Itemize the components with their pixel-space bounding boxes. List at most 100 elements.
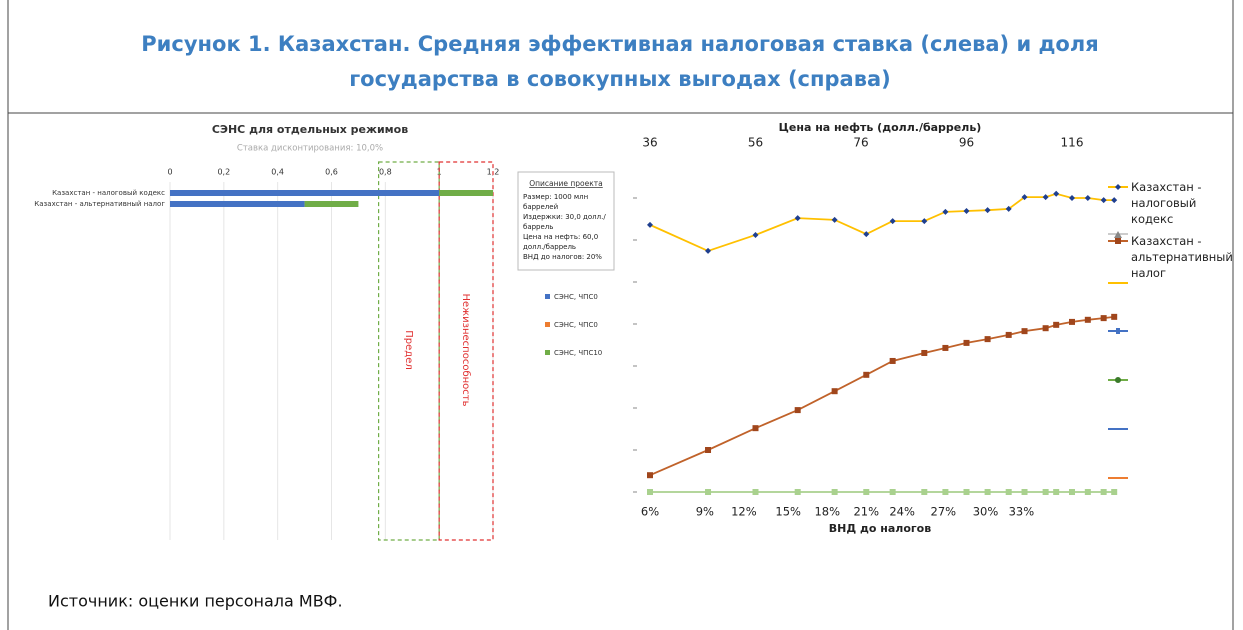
point bbox=[1053, 190, 1060, 197]
x-tick-label: 0,8 bbox=[379, 168, 392, 177]
legend-marker bbox=[1115, 238, 1121, 244]
point bbox=[1100, 315, 1107, 322]
point bbox=[1069, 318, 1075, 325]
point bbox=[1042, 194, 1049, 201]
y-tick-label: Казахстан - альтернативный налог bbox=[34, 200, 165, 208]
top-axis-title: Цена на нефть (долл./баррель) bbox=[779, 121, 982, 134]
point bbox=[1111, 197, 1118, 204]
x-tick-label: 0,6 bbox=[325, 168, 338, 177]
point bbox=[863, 371, 870, 378]
bar-segment bbox=[304, 201, 359, 207]
info-box bbox=[517, 171, 615, 271]
point bbox=[863, 489, 870, 495]
point bbox=[1042, 489, 1049, 495]
point bbox=[705, 447, 712, 453]
legend-label: СЭНС, ЧПС10 bbox=[554, 349, 602, 357]
bottom-tick-label: 33% bbox=[1009, 505, 1035, 519]
legend-marker bbox=[1115, 184, 1121, 190]
top-tick-label: 96 bbox=[959, 136, 974, 150]
point bbox=[984, 336, 991, 343]
point bbox=[831, 216, 838, 223]
point bbox=[863, 231, 870, 238]
zone-band bbox=[378, 161, 440, 541]
bar-segment bbox=[170, 201, 305, 207]
legend-swatch bbox=[545, 322, 550, 327]
legend-label: СЭНС, ЧПС0 bbox=[554, 321, 598, 329]
point bbox=[752, 425, 759, 432]
point bbox=[1100, 489, 1107, 495]
point bbox=[752, 231, 759, 238]
point bbox=[1005, 205, 1012, 212]
bottom-tick-label: 21% bbox=[853, 505, 879, 519]
legend-label: Казахстан - налоговый кодекс bbox=[1131, 180, 1202, 226]
info-line: Издержки: 30,0 долл./баррель bbox=[523, 213, 606, 231]
chart-title: СЭНС для отдельных режимов bbox=[212, 123, 408, 136]
bottom-tick-label: 6% bbox=[641, 505, 659, 519]
point bbox=[889, 218, 896, 225]
figure-title: Рисунок 1. Казахстан. Средняя эффективна… bbox=[141, 32, 1098, 56]
bottom-tick-label: 18% bbox=[814, 505, 840, 519]
legend-swatch bbox=[545, 294, 550, 299]
point bbox=[1111, 489, 1118, 495]
series-line bbox=[649, 192, 1115, 252]
legend-extra-markers bbox=[1108, 231, 1128, 479]
point bbox=[921, 489, 928, 495]
info-line: Размер: 1000 млн баррелей bbox=[523, 193, 589, 211]
point bbox=[1005, 489, 1012, 495]
point bbox=[984, 489, 991, 495]
point bbox=[705, 489, 712, 495]
point bbox=[705, 247, 712, 254]
point bbox=[921, 349, 928, 356]
bottom-tick-label: 27% bbox=[931, 505, 957, 519]
point bbox=[1069, 489, 1075, 495]
series-line bbox=[649, 315, 1115, 477]
legend-label: Казахстан - альтернативный налог bbox=[1131, 234, 1232, 280]
point bbox=[1021, 328, 1028, 335]
point bbox=[942, 208, 949, 215]
info-line: ВНД до налогов: 20% bbox=[523, 253, 602, 261]
point bbox=[1069, 195, 1075, 201]
point bbox=[889, 357, 896, 364]
point bbox=[794, 215, 801, 222]
point bbox=[1005, 331, 1012, 338]
point bbox=[963, 339, 970, 346]
point bbox=[1084, 316, 1091, 323]
point bbox=[942, 489, 949, 495]
bottom-tick-label: 24% bbox=[889, 505, 915, 519]
top-tick-label: 76 bbox=[853, 136, 868, 150]
bottom-tick-label: 9% bbox=[696, 505, 714, 519]
zone-label: Нежизнеспособность bbox=[460, 293, 471, 406]
point bbox=[1084, 489, 1091, 495]
point bbox=[1042, 325, 1049, 332]
zone-band bbox=[438, 161, 494, 541]
info-line: Цена на нефть: 60,0 долл./баррель bbox=[523, 233, 599, 251]
x-tick-label: 0,4 bbox=[271, 168, 284, 177]
point bbox=[752, 489, 759, 495]
figure-title: государства в совокупных выгодах (справа… bbox=[349, 67, 891, 91]
point bbox=[1021, 489, 1028, 495]
point bbox=[647, 221, 653, 228]
point bbox=[794, 489, 801, 495]
bottom-tick-label: 15% bbox=[775, 505, 801, 519]
x-tick-label: 0 bbox=[167, 168, 172, 177]
top-tick-label: 116 bbox=[1061, 136, 1084, 150]
point bbox=[647, 472, 653, 479]
point bbox=[831, 489, 838, 495]
x-tick-label: 0,2 bbox=[217, 168, 230, 177]
top-tick-label: 56 bbox=[748, 136, 763, 150]
chart-subtitle: Ставка дисконтирования: 10,0% bbox=[237, 144, 383, 154]
source-note: Источник: оценки персонала МВФ. bbox=[48, 592, 343, 611]
bar-segment bbox=[170, 190, 440, 196]
point bbox=[963, 208, 970, 215]
point bbox=[794, 407, 801, 414]
point bbox=[963, 489, 970, 495]
info-title: Описание проекта bbox=[529, 179, 603, 188]
point bbox=[1021, 194, 1028, 201]
bottom-tick-label: 12% bbox=[731, 505, 757, 519]
point bbox=[1053, 321, 1060, 328]
bottom-tick-label: 30% bbox=[973, 505, 999, 519]
point bbox=[942, 344, 949, 351]
point bbox=[984, 207, 991, 214]
